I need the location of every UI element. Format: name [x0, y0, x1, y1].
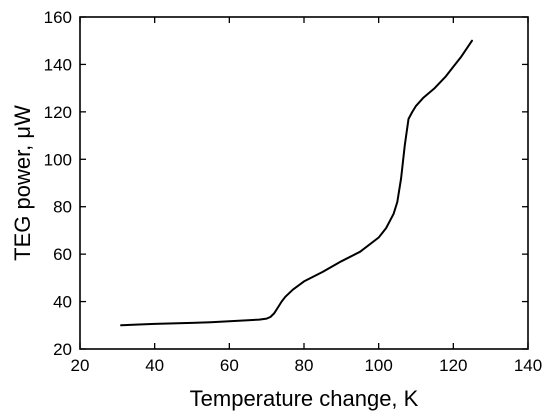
- x-tick-label: 20: [71, 356, 90, 375]
- x-tick-label: 60: [220, 356, 239, 375]
- y-tick-label: 160: [44, 8, 72, 27]
- y-axis-label: TEG power, μW: [10, 105, 35, 261]
- axis-tick-labels: 20 40 60 80 100 120 140 20 40 60 80 100 120 140 160: [44, 8, 543, 375]
- y-tick-label: 20: [53, 340, 72, 359]
- y-tick-label: 120: [44, 103, 72, 122]
- x-tick-label: 40: [145, 356, 164, 375]
- x-axis-label: Temperature change, K: [190, 386, 419, 411]
- axis-ticks: [79, 16, 529, 350]
- x-tick-label: 140: [514, 356, 542, 375]
- y-tick-label: 140: [44, 55, 72, 74]
- x-tick-label: 80: [295, 356, 314, 375]
- y-tick-label: 40: [53, 293, 72, 312]
- x-tick-label: 120: [439, 356, 467, 375]
- x-tick-label: 100: [364, 356, 392, 375]
- y-tick-label: 100: [44, 150, 72, 169]
- series-line: [120, 39, 473, 327]
- y-tick-label: 60: [53, 245, 72, 264]
- plot-frame: [79, 16, 529, 350]
- y-tick-label: 80: [53, 198, 72, 217]
